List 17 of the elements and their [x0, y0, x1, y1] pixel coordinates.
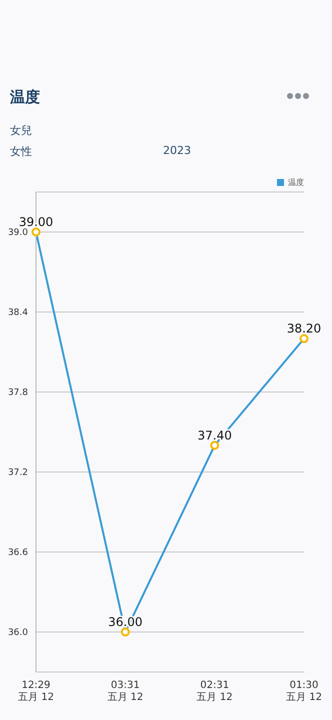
y-tick-label: 36.0: [8, 628, 28, 638]
x-tick-label: 03:31 五月 12: [107, 680, 144, 703]
text: 女性: [10, 144, 32, 159]
y-tick-label: 38.4: [8, 308, 28, 318]
legend-label: 温度: [287, 176, 304, 188]
data-label: 39.00: [18, 215, 54, 229]
data-label: 38.20: [286, 322, 322, 336]
x-tick-label: 12:29 五月 12: [18, 680, 54, 703]
y-tick-label: 36.6: [8, 548, 28, 558]
text: 2023: [163, 144, 191, 157]
chart-title: 温度: [10, 88, 40, 107]
chart-subtitle: 女兒: [10, 123, 32, 138]
y-tick-label: 39.0: [8, 228, 28, 238]
x-tick-label: 02:31 五月 12: [196, 680, 233, 703]
y-tick-label: 37.8: [8, 388, 28, 398]
y-tick-label: 37.2: [8, 468, 28, 478]
x-tick-label: 01:30 五月 12: [286, 680, 322, 703]
